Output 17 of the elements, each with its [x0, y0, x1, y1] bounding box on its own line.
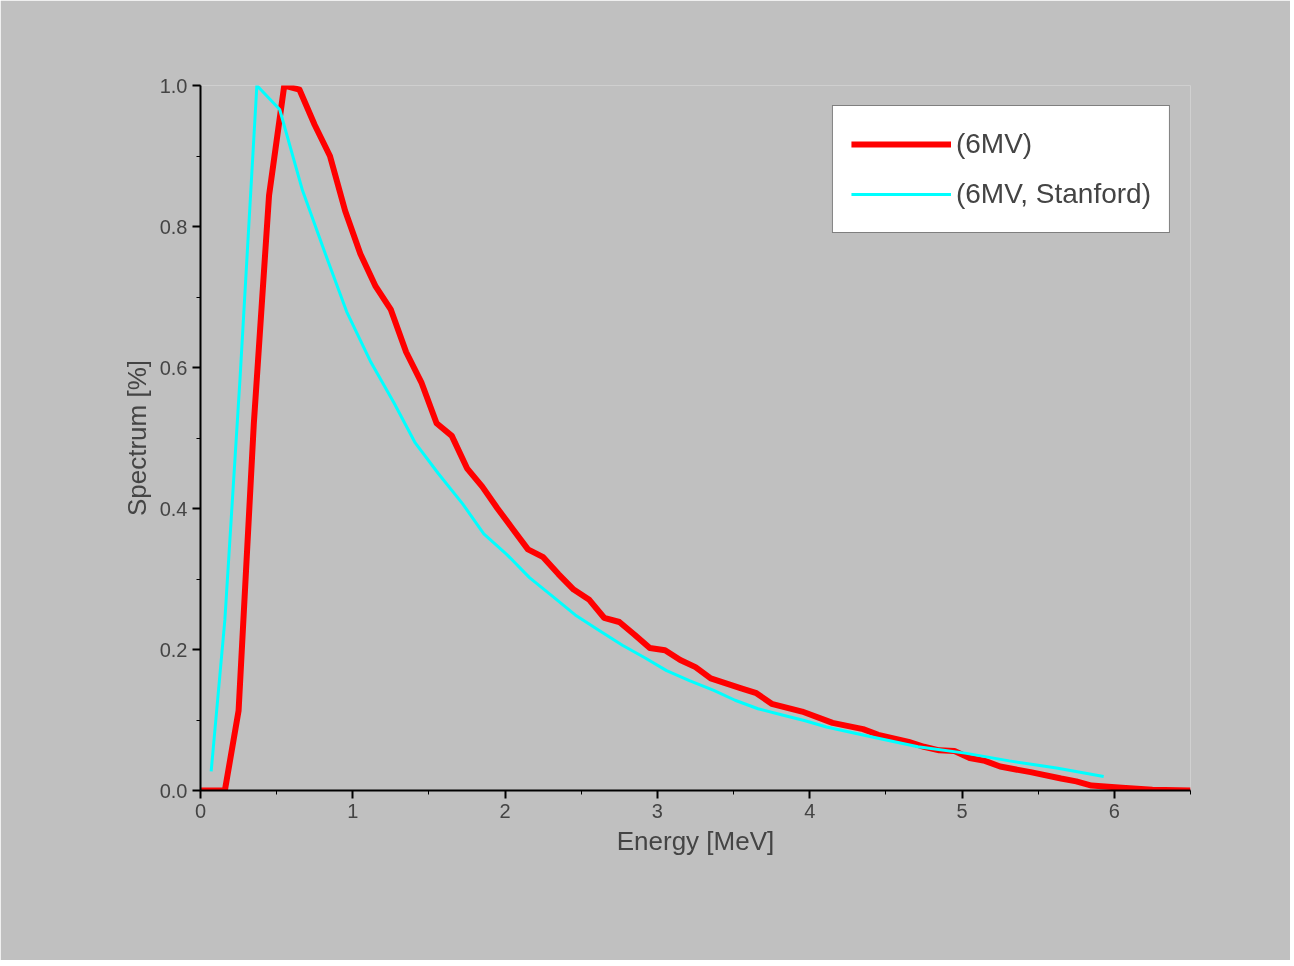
x-tick-label: 2: [499, 799, 511, 822]
x-tick-label: 3: [651, 799, 663, 822]
x-tick-label: 0: [194, 799, 207, 822]
x-tick-label: 6: [1108, 799, 1120, 822]
y-tick-label: 0.0: [159, 779, 188, 802]
y-tick-label: 0.4: [159, 497, 188, 520]
y-axis-title: Spectrum [%]: [121, 359, 152, 517]
legend-label: (6MV): [955, 127, 1033, 161]
x-axis-title: Energy [MeV]: [616, 825, 775, 856]
legend-label: (6MV, Stanford): [955, 177, 1151, 211]
y-tick-label: 0.6: [159, 356, 188, 379]
y-tick-label: 0.2: [159, 638, 188, 661]
y-tick-label: 1.0: [159, 74, 188, 97]
y-tick-label: 0.8: [159, 215, 188, 238]
x-tick-label: 1: [347, 799, 359, 822]
x-tick-label: 4: [804, 799, 816, 822]
x-tick-label: 5: [956, 799, 968, 822]
